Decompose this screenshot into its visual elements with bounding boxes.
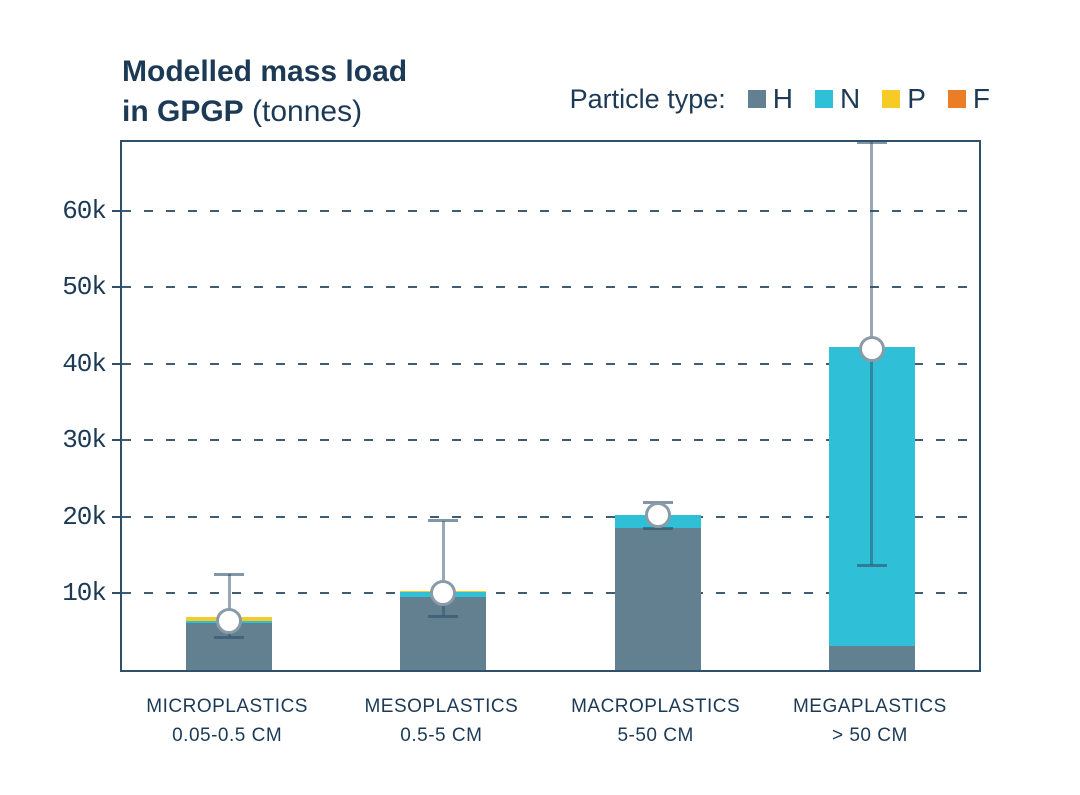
x-category-size-range: 5-50 CM	[617, 725, 694, 746]
gridline-50k	[122, 286, 979, 289]
x-category-label: MEGAPLASTICS > 50 CM	[755, 692, 985, 750]
error-bar-cap-high	[428, 519, 459, 523]
chart-title: Modelled mass load in GPGP (tonnes)	[122, 52, 407, 132]
x-category-name: MICROPLASTICS	[146, 696, 308, 717]
y-tick-label-50k: 50k	[62, 272, 107, 303]
y-axis-tick	[112, 592, 122, 595]
gridline-10k	[122, 592, 979, 595]
error-bar-cap-high	[214, 572, 245, 576]
y-axis-tick	[112, 515, 122, 518]
error-marker-circle	[430, 580, 457, 607]
x-category-name: MACROPLASTICS	[571, 696, 741, 717]
chart-title-line1: Modelled mass load	[122, 55, 408, 88]
x-category-label: MESOPLASTICS 0.5-5 CM	[326, 692, 556, 750]
x-category-label: MACROPLASTICS 5-50 CM	[541, 692, 771, 750]
y-tick-label-40k: 40k	[62, 348, 107, 379]
legend-key-F: F	[972, 83, 990, 114]
legend-key-P: P	[907, 83, 926, 114]
error-bar-cap-high	[642, 500, 673, 504]
x-category-size-range: 0.05-0.5 CM	[172, 725, 283, 746]
error-bar-line	[441, 520, 445, 617]
plot-area	[120, 140, 981, 672]
chart-title-line2: in GPGP (tonnes)	[122, 92, 407, 132]
y-tick-label-30k: 30k	[62, 425, 107, 456]
legend-swatch-N-icon	[814, 90, 833, 108]
legend-item-P: P	[882, 83, 926, 115]
gridline-30k	[122, 439, 979, 442]
legend-swatch-P-icon	[882, 90, 901, 108]
chart-title-units: (tonnes)	[243, 95, 363, 128]
legend-key-N: N	[839, 83, 861, 114]
y-tick-label-20k: 20k	[62, 501, 107, 532]
legend-swatch-F-icon	[947, 90, 966, 108]
legend-key-H: H	[772, 83, 793, 114]
legend-caption: Particle type:	[569, 83, 726, 114]
error-marker-circle	[644, 502, 671, 529]
error-bar-cap-high	[856, 140, 887, 144]
error-marker-circle	[216, 608, 243, 635]
x-category-size-range: > 50 CM	[831, 725, 908, 746]
error-bar-cap-low	[428, 614, 459, 618]
y-axis-tick	[112, 362, 122, 365]
x-category-name: MESOPLASTICS	[364, 696, 519, 717]
x-category-label: MICROPLASTICS 0.05-0.5 CM	[112, 692, 342, 750]
gridline-20k	[122, 515, 979, 518]
error-marker-circle	[858, 336, 885, 363]
y-tick-label-60k: 60k	[62, 195, 107, 226]
error-bar-cap-low	[214, 635, 245, 639]
x-category-name: MEGAPLASTICS	[792, 696, 947, 717]
legend-item-F: F	[947, 83, 990, 115]
y-axis-tick	[112, 209, 122, 212]
chart-title-line2-bold: in GPGP	[122, 95, 244, 128]
legend-swatch-H-icon	[747, 90, 766, 108]
gridline-60k	[122, 209, 979, 212]
x-category-size-range: 0.5-5 CM	[400, 725, 483, 746]
legend-item-N: N	[814, 83, 861, 115]
bar-segment-H-megaplastics	[828, 645, 915, 670]
gridline-40k	[122, 362, 979, 365]
error-bar-cap-low	[856, 563, 887, 567]
y-axis-tick	[112, 286, 122, 289]
legend-item-H: H	[747, 83, 793, 115]
bar-segment-H-macroplastics	[614, 527, 701, 670]
error-bar-cap-low	[642, 526, 673, 530]
y-tick-label-10k: 10k	[62, 578, 107, 609]
error-bar-line	[227, 574, 231, 638]
legend: Particle type: H N P F	[570, 82, 990, 116]
y-axis-tick	[112, 439, 122, 442]
